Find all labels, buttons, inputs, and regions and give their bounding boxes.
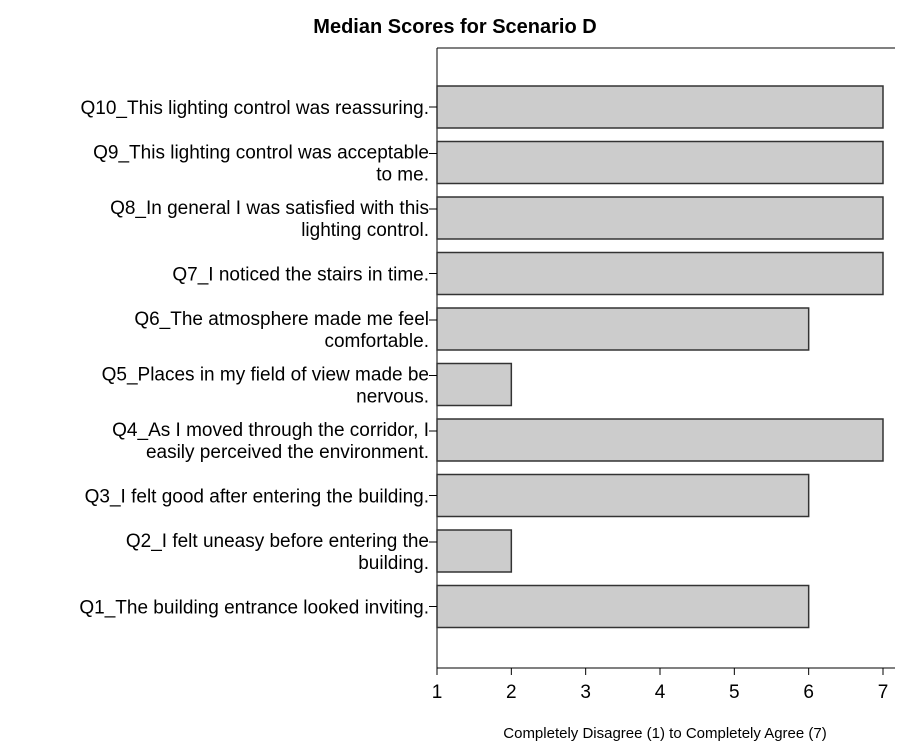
x-tick-label: 1 — [432, 682, 443, 703]
category-label-line: Q2_I felt uneasy before entering the — [126, 531, 429, 552]
category-label: Q9_This lighting control was acceptable t… — [93, 143, 429, 186]
category-label: Q3_I felt good after entering the buildi… — [85, 487, 429, 508]
x-tick-label: 4 — [655, 682, 666, 703]
x-axis: 1 2 3 4 5 6 7 — [432, 668, 889, 703]
bar — [436, 140, 884, 185]
x-tick-label: 7 — [878, 682, 889, 703]
bar — [436, 418, 884, 462]
chart-title: Median Scores for Scenario D — [313, 16, 596, 38]
x-tick-label: 6 — [803, 682, 814, 703]
category-label-line: Q3_I felt good after entering the buildi… — [85, 487, 429, 508]
bar — [436, 362, 513, 407]
bar — [436, 473, 810, 518]
category-label: Q2_I felt uneasy before entering the buil… — [126, 531, 429, 574]
bar — [436, 307, 810, 351]
category-label-line: Q4_As I moved through the corridor, I — [112, 420, 429, 441]
category-label-line: Q9_This lighting control was acceptable — [93, 143, 429, 164]
category-label: Q5_Places in my field of view made be ner… — [102, 365, 429, 408]
bar — [436, 251, 884, 296]
bar — [436, 196, 884, 240]
category-label-line: lighting control. — [301, 220, 429, 241]
category-label-line: nervous. — [356, 387, 429, 408]
category-label: Q1_The building entrance looked inviting… — [79, 598, 429, 619]
bar — [436, 529, 513, 573]
x-tick-label: 3 — [580, 682, 591, 703]
category-label: Q8_In general I was satisfied with this l… — [110, 198, 429, 241]
bar — [436, 85, 884, 129]
category-label-line: Q10_This lighting control was reassuring… — [80, 98, 429, 119]
category-label: Q7_I noticed the stairs in time. — [172, 265, 429, 286]
bar — [436, 584, 810, 629]
bars-group — [436, 85, 884, 629]
x-tick-label: 2 — [506, 682, 517, 703]
category-label-line: comfortable. — [324, 331, 429, 352]
x-axis-title: Completely Disagree (1) to Completely Ag… — [503, 725, 826, 742]
category-label: Q6_The atmosphere made me feel comfortabl… — [134, 309, 429, 352]
category-label-line: building. — [358, 553, 429, 574]
category-label: Q10_This lighting control was reassuring… — [80, 98, 429, 119]
category-label-line: Q1_The building entrance looked inviting… — [79, 598, 429, 619]
category-label-line: Q5_Places in my field of view made be — [102, 365, 429, 386]
category-label-line: to me. — [376, 165, 429, 186]
category-labels: Q10_This lighting control was reassuring… — [79, 98, 437, 619]
category-label-line: easily perceived the environment. — [146, 442, 429, 463]
category-label-line: Q8_In general I was satisfied with this — [110, 198, 429, 219]
category-label-line: Q7_I noticed the stairs in time. — [172, 265, 429, 286]
x-tick-label: 5 — [729, 682, 740, 703]
category-label-line: Q6_The atmosphere made me feel — [134, 309, 429, 330]
